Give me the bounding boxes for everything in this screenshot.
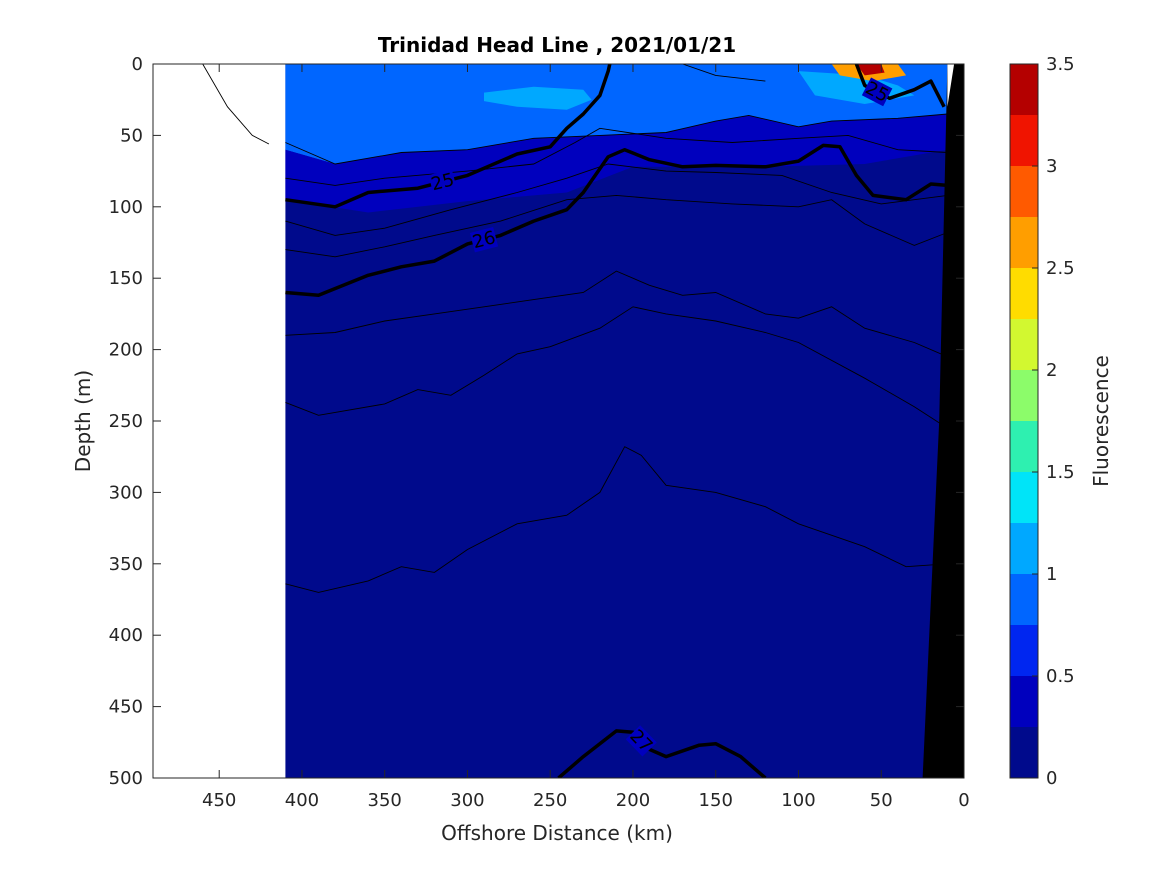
colorbar-label: Fluorescence (1089, 355, 1113, 487)
y-tick-label: 50 (120, 125, 143, 146)
thick-contour-25-3 (854, 64, 946, 108)
thick-contour-26-2 (285, 143, 948, 298)
colorbar-swatch (1010, 676, 1038, 727)
thin-contour-9 (682, 64, 766, 82)
x-tick-label: 150 (699, 790, 733, 811)
y-tick-label: 450 (109, 697, 143, 718)
colorbar-swatch (1010, 421, 1038, 472)
colorbar-tick-label: 1.5 (1046, 462, 1075, 483)
contour-label-bg (861, 77, 893, 107)
y-tick-label: 350 (109, 554, 143, 575)
thin-contour-1 (285, 113, 948, 165)
y-tick-label: 150 (109, 268, 143, 289)
colorbar-tick-label: 2.5 (1046, 258, 1075, 279)
colorbar-swatch (1010, 115, 1038, 166)
colorbar-swatch (1010, 727, 1038, 778)
seafloor-notch (947, 64, 955, 107)
colorbar-tick-label: 1 (1046, 564, 1057, 585)
y-tick-label: 400 (109, 625, 143, 646)
thin-contour-4 (285, 194, 948, 258)
thick-contour-27-4 (557, 729, 767, 778)
x-tick-label: 300 (450, 790, 484, 811)
y-tick-label: 200 (109, 340, 143, 361)
bathymetry-layer (922, 64, 964, 778)
colorbar-swatch (1010, 268, 1038, 319)
thin-contour-8 (202, 64, 270, 145)
x-tick-label: 100 (781, 790, 815, 811)
chart-title: Trinidad Head Line , 2021/01/21 (378, 33, 736, 57)
thin-contour-6 (285, 306, 948, 429)
x-axis: 450 400 350 300 250 200 150 100 50 0 (202, 64, 970, 811)
colorbar-swatch (1010, 574, 1038, 625)
colorbar-swatch (1010, 370, 1038, 421)
colorbar-swatches (1010, 64, 1038, 778)
x-tick-label: 200 (616, 790, 650, 811)
y-tick-label: 300 (109, 482, 143, 503)
fluorescence-fill-layer (285, 64, 948, 778)
colorbar-tick-label: 3.5 (1046, 54, 1075, 75)
colorbar-tick-label: 0 (1046, 768, 1057, 789)
x-tick-label: 50 (870, 790, 893, 811)
colorbar-swatch (1010, 166, 1038, 217)
x-tick-label: 400 (285, 790, 319, 811)
colorbar-swatch (1010, 64, 1038, 115)
y-tick-label: 500 (109, 768, 143, 789)
y-axis: 0 50 100 150 200 250 300 350 400 450 500 (109, 54, 964, 789)
x-tick-label: 0 (958, 790, 969, 811)
colorbar-tick-label: 0.5 (1046, 666, 1075, 687)
colorbar-swatch (1010, 319, 1038, 370)
thin-contour-7 (285, 446, 948, 593)
colorbar-swatch (1010, 523, 1038, 574)
x-tick-label: 350 (368, 790, 402, 811)
colorbar-tick-label: 2 (1046, 360, 1057, 381)
contour-label-bg (469, 226, 499, 253)
thin-contour-2 (285, 127, 948, 186)
colorbar-frame (1009, 63, 1039, 779)
colorbar-ticks: 0 0.5 1 1.5 2 2.5 3 3.5 (1032, 54, 1075, 789)
y-tick-label: 0 (132, 54, 143, 75)
y-tick-label: 100 (109, 197, 143, 218)
thick-contour-25-1 (285, 64, 612, 209)
colorbar-tick-label: 3 (1046, 156, 1057, 177)
fluorescence-region-upper-mixed-layer (285, 64, 948, 164)
thin-contour-3 (285, 163, 948, 236)
fluorescence-region-offshore-patch (484, 86, 592, 110)
y-axis-label: Depth (m) (71, 370, 95, 472)
colorbar: 0 0.5 1 1.5 2 2.5 3 3.5 (1009, 54, 1075, 789)
colorbar-swatch (1010, 472, 1038, 523)
contour-label-bg (428, 169, 457, 195)
thin-contour-5 (285, 270, 948, 358)
colorbar-swatch (1010, 217, 1038, 268)
colorbar-swatch (1010, 625, 1038, 676)
seafloor-wedge (922, 64, 964, 778)
contour-label-bg (625, 725, 657, 757)
x-tick-label: 450 (202, 790, 236, 811)
x-axis-label: Offshore Distance (km) (441, 821, 673, 845)
fluorescence-region-coastal-bloom-core (856, 64, 885, 76)
x-tick-label: 250 (533, 790, 567, 811)
y-tick-label: 250 (109, 411, 143, 432)
